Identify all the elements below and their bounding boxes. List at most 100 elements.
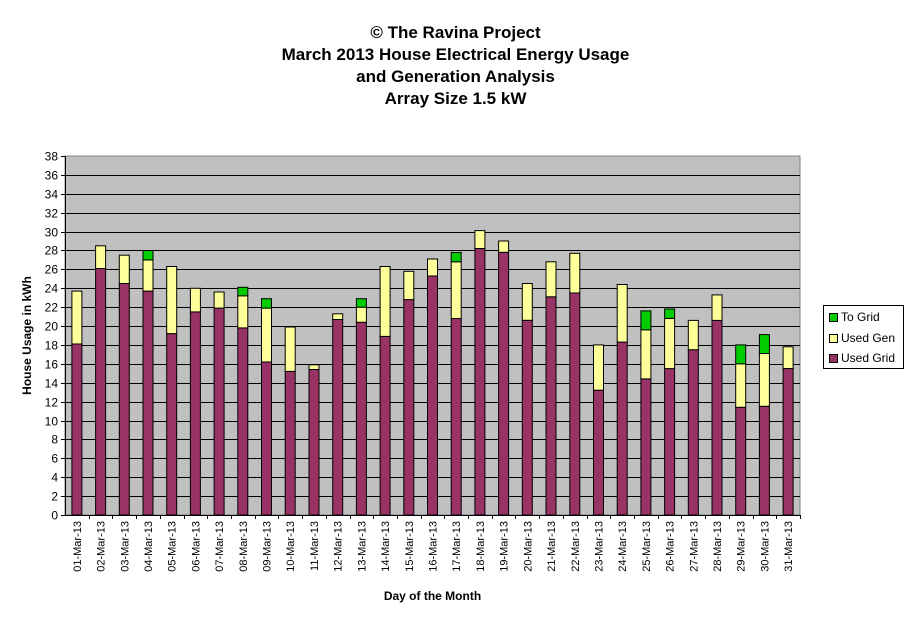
bar-used-gen bbox=[640, 329, 652, 380]
x-tick-label: 01-Mar-13 bbox=[72, 521, 84, 572]
bar-to-grid bbox=[664, 308, 676, 319]
y-tick-label: 32 bbox=[45, 207, 59, 221]
bar-used-gen bbox=[166, 266, 178, 335]
title-line-1: © The Ravina Project bbox=[370, 23, 541, 42]
bar-used-gen bbox=[474, 230, 486, 250]
bar-used-gen bbox=[308, 364, 320, 370]
bar-used-grid bbox=[427, 275, 438, 516]
title-line-3: and Generation Analysis bbox=[356, 67, 555, 86]
x-tick-label: 20-Mar-13 bbox=[522, 521, 534, 572]
x-tick-label: 26-Mar-13 bbox=[665, 521, 677, 572]
bar-used-gen bbox=[379, 266, 391, 337]
x-tick-label: 02-Mar-13 bbox=[96, 521, 108, 572]
y-tick-label: 2 bbox=[51, 490, 58, 504]
bar-used-grid bbox=[379, 335, 391, 516]
bar-used-gen bbox=[498, 240, 510, 253]
bar-used-grid bbox=[284, 370, 296, 516]
bar-used-gen bbox=[118, 254, 130, 284]
bar-used-grid bbox=[403, 299, 415, 516]
bar-used-gen bbox=[95, 245, 107, 270]
bar-to-grid bbox=[450, 251, 462, 263]
bar-used-gen bbox=[664, 318, 676, 370]
bar-used-grid bbox=[545, 296, 557, 516]
bar-used-grid bbox=[640, 378, 652, 516]
bar-used-grid bbox=[237, 327, 249, 516]
bar-used-gen bbox=[711, 294, 723, 321]
x-tick-label: 25-Mar-13 bbox=[641, 521, 653, 572]
bar-used-grid bbox=[498, 251, 510, 516]
y-axis-title: House Usage in kWh bbox=[20, 276, 34, 395]
y-tick-label: 28 bbox=[45, 244, 59, 258]
bar-used-grid bbox=[308, 369, 320, 516]
bar-used-gen bbox=[427, 258, 438, 277]
bar-used-grid bbox=[474, 248, 486, 516]
bar-used-gen bbox=[237, 295, 249, 329]
x-axis-title: Day of the Month bbox=[384, 589, 481, 603]
y-tick-label: 16 bbox=[45, 358, 59, 372]
bar-to-grid bbox=[735, 344, 747, 365]
chart-title: © The Ravina Project March 2013 House El… bbox=[0, 22, 911, 110]
x-tick-label: 19-Mar-13 bbox=[499, 521, 511, 572]
y-tick-label: 8 bbox=[51, 433, 58, 447]
bar-used-grid bbox=[118, 283, 130, 516]
bar-used-grid bbox=[95, 267, 107, 516]
y-tick-label: 6 bbox=[51, 452, 58, 466]
x-tick-label: 29-Mar-13 bbox=[736, 521, 748, 572]
bar-to-grid bbox=[640, 310, 652, 331]
x-tick-label: 15-Mar-13 bbox=[404, 521, 416, 572]
bar-used-gen bbox=[782, 346, 794, 369]
bar-used-gen bbox=[758, 352, 770, 407]
bar-used-grid bbox=[521, 319, 533, 516]
bar-used-gen bbox=[403, 270, 415, 301]
x-tick-label: 27-Mar-13 bbox=[688, 521, 700, 572]
x-tick-label: 12-Mar-13 bbox=[333, 521, 345, 572]
legend: To Grid Used Gen Used Grid bbox=[823, 305, 904, 369]
y-tick-label: 20 bbox=[45, 320, 59, 334]
x-tick-label: 28-Mar-13 bbox=[712, 521, 724, 572]
y-tick-label: 38 bbox=[45, 150, 59, 164]
x-tick-label: 30-Mar-13 bbox=[759, 521, 771, 572]
legend-label-to-grid: To Grid bbox=[841, 310, 880, 324]
bar-used-gen bbox=[71, 290, 83, 345]
bar-used-gen bbox=[521, 283, 533, 321]
bar-to-grid bbox=[237, 286, 249, 297]
bar-used-grid bbox=[616, 341, 628, 516]
bar-used-grid bbox=[166, 333, 178, 516]
bar-used-grid bbox=[142, 290, 154, 516]
bar-to-grid bbox=[142, 250, 154, 261]
bar-used-grid bbox=[261, 361, 272, 516]
x-tick-label: 09-Mar-13 bbox=[262, 521, 274, 572]
y-tick-label: 14 bbox=[45, 377, 59, 391]
bar-to-grid bbox=[355, 298, 367, 308]
y-tick-label: 36 bbox=[45, 169, 59, 183]
bar-used-gen bbox=[450, 261, 462, 319]
x-tick-label: 03-Mar-13 bbox=[119, 521, 131, 572]
bar-used-grid bbox=[189, 311, 201, 516]
x-tick-label: 23-Mar-13 bbox=[593, 521, 605, 572]
y-tick-label: 34 bbox=[45, 188, 59, 202]
bar-used-grid bbox=[450, 318, 462, 516]
bar-to-grid bbox=[758, 334, 770, 355]
bar-used-grid bbox=[711, 319, 723, 516]
bar-used-gen bbox=[545, 261, 557, 298]
legend-label-used-gen: Used Gen bbox=[841, 331, 896, 345]
bar-used-gen bbox=[616, 284, 628, 343]
bar-used-grid bbox=[71, 343, 83, 516]
y-tick-label: 22 bbox=[45, 301, 59, 315]
x-tick-label: 05-Mar-13 bbox=[167, 521, 179, 572]
bar-used-grid bbox=[758, 405, 770, 516]
x-tick-label: 06-Mar-13 bbox=[190, 521, 202, 572]
y-tick-label: 4 bbox=[51, 471, 58, 485]
bar-used-gen bbox=[735, 363, 747, 408]
bar-to-grid bbox=[261, 298, 272, 309]
bar-used-gen bbox=[189, 287, 201, 313]
bar-used-grid bbox=[213, 307, 225, 516]
y-tick-label: 10 bbox=[45, 415, 59, 429]
bar-used-grid bbox=[664, 368, 676, 516]
bar-used-gen bbox=[284, 326, 296, 372]
x-tick-label: 18-Mar-13 bbox=[475, 521, 487, 572]
x-tick-label: 10-Mar-13 bbox=[285, 521, 297, 572]
bar-used-gen bbox=[142, 259, 154, 292]
x-tick-label: 13-Mar-13 bbox=[356, 521, 368, 572]
